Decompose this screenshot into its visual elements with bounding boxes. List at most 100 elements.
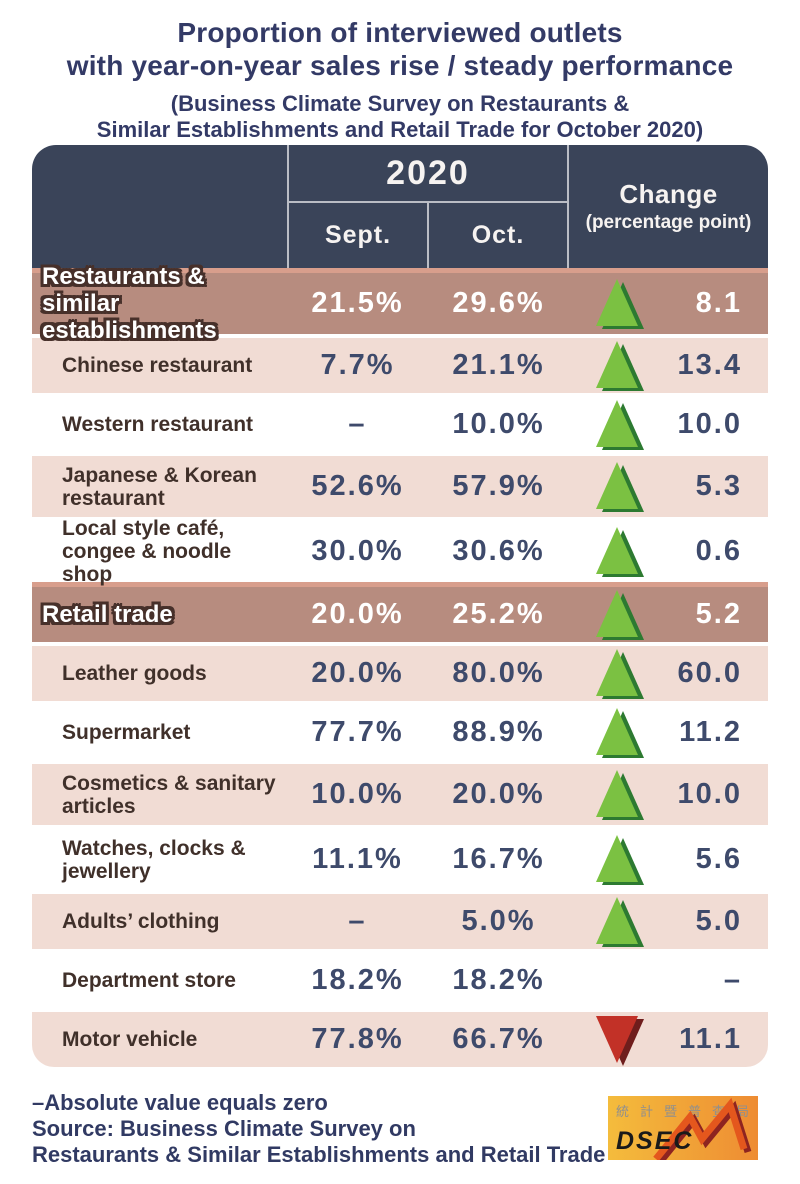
sept-value: 21.5%	[311, 287, 404, 319]
triangle-up-icon	[596, 896, 644, 947]
triangle-up-icon	[596, 707, 644, 758]
triangle-up-icon	[596, 769, 644, 820]
table-row-western-restaurant: Western restaurant – 10.0% 10.0	[32, 397, 768, 452]
change-value: –	[723, 964, 742, 996]
data-table: 2020 Sept. Oct. Change (percentage point…	[32, 145, 768, 1067]
change-cell: 0.6	[569, 526, 768, 577]
change-value: 13.4	[677, 349, 742, 381]
sept-value: 20.0%	[311, 598, 404, 630]
header-change-unit: (percentage point)	[585, 212, 752, 233]
header-year: 2020	[289, 145, 567, 203]
triangle-up-icon	[596, 526, 644, 577]
triangle-up-icon	[596, 399, 644, 450]
row-label: Western restaurant	[62, 413, 254, 436]
row-label: Chinese restaurant	[62, 354, 253, 377]
dsec-acronym: DSEC	[616, 1127, 694, 1155]
change-cell: 5.3	[569, 461, 768, 512]
row-label: Cosmetics & sanitary articles	[62, 771, 276, 818]
oct-value: 20.0%	[452, 778, 545, 810]
sept-value: 10.0%	[311, 778, 404, 810]
source-line1: Source: Business Climate Survey on	[32, 1116, 416, 1141]
header-col-oct: Oct.	[427, 203, 567, 268]
change-value: 11.2	[679, 716, 742, 748]
page-title-line1: Proportion of interviewed outlets	[177, 17, 623, 48]
change-cell: 8.1	[569, 278, 768, 329]
triangle-up-icon	[596, 278, 644, 329]
change-value: 60.0	[677, 657, 742, 689]
change-cell: 5.6	[569, 834, 768, 885]
row-label: Department store	[62, 969, 236, 992]
row-label: Retail trade	[42, 601, 173, 628]
change-cell: 11.1	[569, 1015, 768, 1066]
title-block: Proportion of interviewed outlets with y…	[0, 16, 800, 143]
row-label: Local style café, congee & noodle shop	[62, 517, 232, 586]
sept-value: –	[348, 408, 367, 440]
triangle-up-icon	[596, 589, 644, 640]
table-row-japanese-korean-restaurant: Japanese & Korean restaurant 52.6% 57.9%…	[32, 456, 768, 517]
sept-value: –	[348, 905, 367, 937]
dsec-chinese-name: 統計暨普查局	[616, 1104, 758, 1119]
sept-value: 18.2%	[311, 964, 404, 996]
sept-value: 7.7%	[320, 349, 395, 381]
page-subtitle-line1: (Business Climate Survey on Restaurants …	[170, 91, 630, 116]
change-value: 10.0	[677, 778, 742, 810]
table-row-group-retail-trade: Retail trade 20.0% 25.2% 5.2	[32, 582, 768, 642]
oct-value: 16.7%	[452, 843, 545, 875]
table-row-cosmetics-sanitary: Cosmetics & sanitary articles 10.0% 20.0…	[32, 764, 768, 825]
no-change-icon	[596, 956, 642, 1006]
header-category-cell	[32, 145, 287, 268]
sept-value: 77.8%	[311, 1023, 404, 1055]
change-cell: –	[569, 956, 768, 1006]
header-change-label: Change	[619, 179, 718, 209]
change-value: 0.6	[695, 535, 742, 567]
oct-value: 88.9%	[452, 716, 545, 748]
triangle-down-icon	[596, 1015, 644, 1066]
change-cell: 11.2	[569, 707, 768, 758]
row-label: Watches, clocks & jewellery	[62, 836, 246, 883]
oct-value: 80.0%	[452, 657, 545, 689]
table-header: 2020 Sept. Oct. Change (percentage point…	[32, 145, 768, 268]
table-row-adults-clothing: Adults’ clothing – 5.0% 5.0	[32, 894, 768, 949]
oct-value: 29.6%	[452, 287, 545, 319]
triangle-up-icon	[596, 461, 644, 512]
change-value: 5.2	[695, 598, 742, 630]
change-value: 11.1	[679, 1023, 742, 1055]
footnote-zero: –Absolute value equals zero	[32, 1090, 328, 1115]
header-col-sept: Sept.	[324, 221, 392, 249]
sept-value: 30.0%	[311, 535, 404, 567]
table-row-leather-goods: Leather goods 20.0% 80.0% 60.0	[32, 646, 768, 701]
oct-value: 57.9%	[452, 470, 545, 502]
change-cell: 5.0	[569, 896, 768, 947]
triangle-up-icon	[596, 340, 644, 391]
change-value: 8.1	[695, 287, 742, 319]
oct-value: 66.7%	[452, 1023, 545, 1055]
sept-value: 20.0%	[311, 657, 404, 689]
page-title-line2: with year-on-year sales rise / steady pe…	[66, 50, 734, 81]
change-cell: 10.0	[569, 769, 768, 820]
footnote-block: –Absolute value equals zero Source: Busi…	[32, 1090, 605, 1168]
change-cell: 13.4	[569, 340, 768, 391]
page-subtitle-line2: Similar Establishments and Retail Trade …	[96, 117, 704, 142]
table-row-supermarket: Supermarket 77.7% 88.9% 11.2	[32, 705, 768, 760]
triangle-up-icon	[596, 834, 644, 885]
table-row-motor-vehicle: Motor vehicle 77.8% 66.7% 11.1	[32, 1012, 768, 1067]
source-line2: Restaurants & Similar Establishments and…	[32, 1142, 606, 1167]
change-cell: 10.0	[569, 399, 768, 450]
row-label: Motor vehicle	[62, 1028, 198, 1051]
oct-value: 21.1%	[452, 349, 545, 381]
change-value: 10.0	[677, 408, 742, 440]
triangle-up-icon	[596, 648, 644, 699]
row-label: Adults’ clothing	[62, 910, 220, 933]
sept-value: 77.7%	[311, 716, 404, 748]
oct-value: 10.0%	[452, 408, 545, 440]
row-label: Leather goods	[62, 662, 207, 685]
oct-value: 30.6%	[452, 535, 545, 567]
row-label: Supermarket	[62, 721, 191, 744]
sept-value: 52.6%	[311, 470, 404, 502]
table-row-watches-clocks-jewellery: Watches, clocks & jewellery 11.1% 16.7% …	[32, 829, 768, 890]
change-value: 5.0	[695, 905, 742, 937]
sept-value: 11.1%	[312, 843, 403, 875]
header-year-group: 2020 Sept. Oct.	[287, 145, 569, 268]
row-label: Japanese & Korean restaurant	[62, 463, 257, 510]
